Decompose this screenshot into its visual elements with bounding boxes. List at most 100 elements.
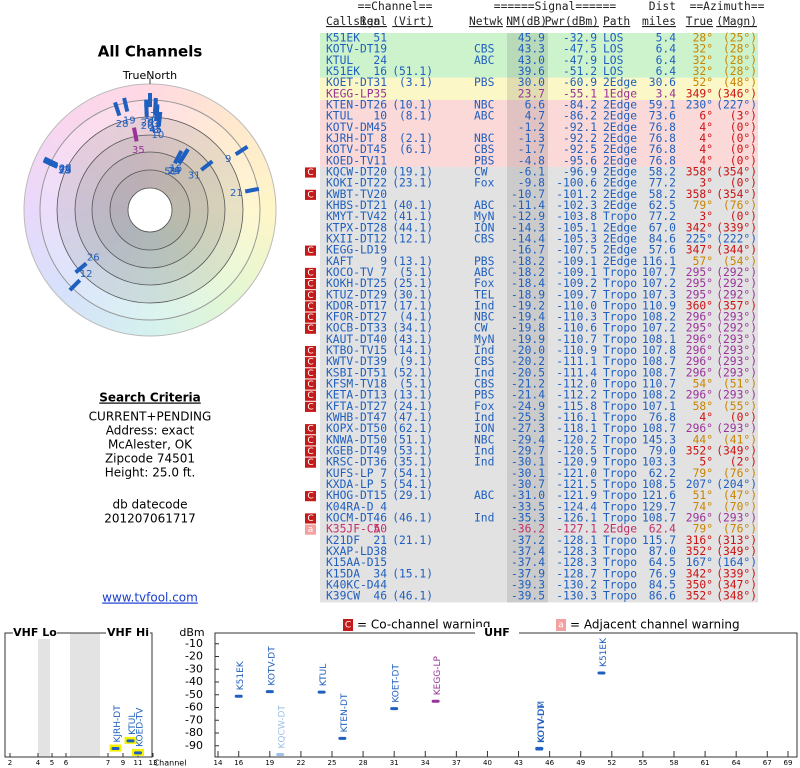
cell: -21.2 [511, 378, 545, 391]
criteria-line: Address: exact [106, 424, 195, 438]
cell: 76.8 [649, 143, 676, 156]
warning-icon [305, 301, 316, 312]
station-label: KOTV-DT [267, 646, 277, 686]
cell: KTUL [326, 54, 353, 67]
row-background [320, 568, 758, 581]
cell: -47.5 [563, 43, 597, 56]
panel-title: VHF Lo [13, 626, 57, 639]
cell: Ind [474, 344, 494, 357]
cell: (54.1) [392, 478, 433, 491]
warning-icon [305, 513, 316, 524]
cell: 29 [373, 288, 387, 301]
cell: Fox [474, 400, 495, 413]
station-mark [535, 747, 544, 751]
site-link[interactable]: www.tvfool.com [102, 591, 198, 605]
cell: KOKI-DT [326, 177, 374, 190]
y-tick-label: -30 [185, 662, 203, 675]
cell: -110.9 [556, 344, 597, 357]
cell: (2°) [730, 456, 757, 469]
x-tick-label: 2 [8, 759, 12, 767]
cell: -36.2 [511, 523, 545, 536]
warning-icon [305, 424, 316, 435]
cell: (48°) [723, 76, 757, 89]
cell: 3° [699, 177, 713, 190]
y-tick-label: -70 [185, 713, 203, 726]
cell: 2Edge [603, 99, 637, 112]
cell: (313°) [716, 534, 757, 547]
cell: 11 [373, 154, 387, 167]
warning-letter: C [307, 302, 313, 312]
header: Real [360, 15, 387, 28]
cell: -1.7 [518, 143, 545, 156]
cell: -110.6 [556, 322, 597, 335]
cell: (0°) [730, 154, 757, 167]
cell: 1Edge [603, 87, 637, 100]
cell: NBC [474, 99, 494, 112]
cell: Tropo [603, 489, 637, 502]
cell: Tropo [603, 210, 637, 223]
x-tick-label: 67 [763, 759, 772, 767]
row-background [320, 345, 758, 357]
cell: 20 [373, 166, 387, 179]
warning-icon [305, 323, 316, 334]
x-tick-label: 25 [328, 759, 337, 767]
warning-letter: C [307, 280, 313, 290]
cell: 103.3 [642, 456, 676, 469]
cell: -92.1 [563, 121, 597, 134]
cell: -110.7 [556, 333, 597, 346]
cell: -92.5 [563, 143, 597, 156]
cell: 18 [373, 378, 387, 391]
polar-station [234, 145, 249, 157]
cell: ABC [474, 489, 494, 502]
nm-shade [507, 334, 548, 346]
row-background [320, 312, 758, 324]
cell: -12.9 [511, 210, 545, 223]
header: miles [642, 15, 676, 28]
cell: 32° [693, 43, 713, 56]
station-label: KOTV-DT [537, 703, 547, 743]
polar-label: 9 [225, 154, 231, 165]
y-tick-label: -40 [185, 675, 203, 688]
cell: Tropo [603, 333, 637, 346]
cell: Tropo [603, 545, 637, 558]
cell: (41°) [723, 433, 757, 446]
y-tick-label: -90 [185, 739, 203, 752]
cell: 2Edge [603, 132, 637, 145]
cell: 79° [693, 523, 713, 536]
cell: (34.1) [392, 322, 433, 335]
nm-shade [507, 591, 548, 603]
cell: 2Edge [603, 244, 637, 257]
nm-shade [507, 512, 548, 525]
row-background [320, 390, 758, 402]
x-tick-label: 52 [607, 759, 616, 767]
polar-label: 28 [116, 119, 129, 130]
cell: 57.6 [649, 244, 676, 257]
cell: 21 [373, 199, 387, 212]
criteria-line: McAlester, OK [108, 438, 193, 452]
polar-label: 26 [87, 253, 100, 264]
polar-station [132, 127, 139, 142]
cell: Tropo [603, 411, 637, 424]
cell: -6.1 [518, 166, 545, 179]
cell: 4° [699, 411, 713, 424]
cell: CBS [474, 378, 495, 391]
cell: -9.8 [518, 177, 545, 190]
cell: 50 [373, 523, 387, 536]
cell: (52.1) [392, 366, 433, 379]
cell: -118.1 [556, 422, 597, 435]
warning-icon [305, 345, 316, 357]
cell: 295° [686, 277, 713, 290]
cell: (357°) [716, 299, 757, 312]
cell: Ind [474, 456, 494, 469]
cell: -128.1 [556, 534, 597, 547]
cell: 108.7 [642, 511, 676, 524]
cell: -27.3 [511, 422, 545, 435]
cell: 3° [699, 210, 713, 223]
cell: (204°) [716, 478, 757, 491]
cell: KXII-DT [326, 232, 374, 245]
x-tick-label: 55 [638, 759, 647, 767]
cell: 28 [373, 221, 387, 234]
cell: -128.3 [556, 545, 597, 558]
cell: 47 [373, 411, 387, 424]
polar-station [43, 156, 58, 167]
